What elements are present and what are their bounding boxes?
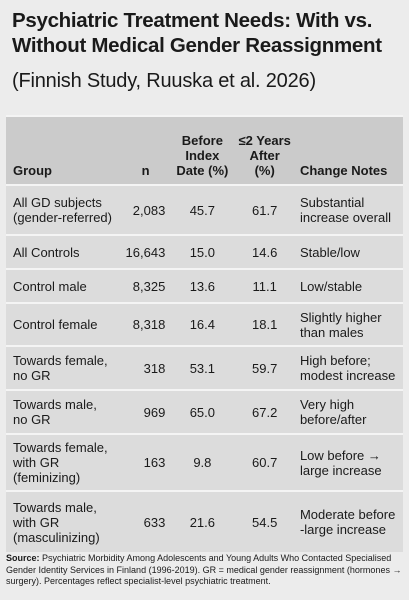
table-cell: 60.7 (233, 433, 296, 491)
table-cell: Low before → large increase (295, 433, 403, 491)
table-row: Towards male, no GR 969 65.0 67.2 Very high … (6, 389, 403, 434)
column-header: Before Index Date (%) (171, 115, 234, 185)
table-cell: Control female (6, 302, 120, 346)
subtitle: (Finnish Study, Ruuska et al. 2026) (12, 70, 316, 92)
data-table: Group n Before Index Date (%) ≤2 Years Afte… (6, 115, 403, 552)
table-row: Towards female, no GR 318 53.1 59.7 High bef… (6, 345, 403, 390)
table-cell: 61.7 (233, 184, 296, 235)
table-cell: All GD subjects (gender-referred) (6, 184, 120, 235)
table-cell: Very high before/after (295, 389, 403, 434)
table-row: Towards female, with GR (feminizing) 163 9… (6, 433, 403, 491)
table-cell: 21.6 (171, 490, 234, 552)
table-cell: 163 (119, 433, 172, 491)
table-cell: Towards male, with GR (masculinizing) (6, 490, 120, 552)
title: Psychiatric Treatment Needs: With vs. Wi… (12, 9, 382, 57)
table-cell: 13.6 (171, 268, 234, 303)
table-cell: 633 (119, 490, 172, 552)
table-cell: Control male (6, 268, 120, 303)
table-cell: 54.5 (233, 490, 296, 552)
table-cell: 59.7 (233, 345, 296, 390)
table-cell: 2,083 (119, 184, 172, 235)
table-cell: Stable/low (295, 234, 403, 269)
table-cell: Low/stable (295, 268, 403, 303)
table-cell: 8,318 (119, 302, 172, 346)
table-cell: 16,643 (119, 234, 172, 269)
table-cell: Moderate before -large increase (295, 490, 403, 552)
table-cell: 14.6 (233, 234, 296, 269)
table-cell: Towards female, with GR (feminizing) (6, 433, 120, 491)
table-cell: 16.4 (171, 302, 234, 346)
column-header: Group (6, 115, 120, 185)
table-row: All GD subjects (gender-referred) 2,083 45… (6, 184, 403, 235)
table-cell: 18.1 (233, 302, 296, 346)
table-cell: 9.8 (171, 433, 234, 491)
table-cell: 45.7 (171, 184, 234, 235)
source-label: Source: (6, 553, 40, 563)
table-cell: All Controls (6, 234, 120, 269)
column-header: n (119, 115, 172, 185)
column-header: Change Notes (295, 115, 403, 185)
source: Source: Psychiatric Morbidity Among Adol… (6, 553, 404, 588)
table-cell: Towards female, no GR (6, 345, 120, 390)
table-cell: 65.0 (171, 389, 234, 434)
header-row: Group n Before Index Date (%) ≤2 Years Afte… (6, 115, 403, 185)
table-cell: 15.0 (171, 234, 234, 269)
table-cell: 969 (119, 389, 172, 434)
table-cell: 67.2 (233, 389, 296, 434)
table-cell: 53.1 (171, 345, 234, 390)
table-cell: High before; modest increase (295, 345, 403, 390)
table-cell: 8,325 (119, 268, 172, 303)
table-cell: 318 (119, 345, 172, 390)
table-row: Towards male, with GR (masculinizing) 633… (6, 490, 403, 552)
column-header: ≤2 Years After (%) (233, 115, 296, 185)
table-cell: Slightly higher than males (295, 302, 403, 346)
table-row: All Controls 16,643 15.0 14.6 Stable/low (6, 234, 403, 269)
source-text: Psychiatric Morbidity Among Adolescents … (6, 553, 402, 586)
table-row: Control female 8,318 16.4 18.1 Slightly high… (6, 302, 403, 346)
table-cell: 11.1 (233, 268, 296, 303)
table-cell: Towards male, no GR (6, 389, 120, 434)
table-row: Control male 8,325 13.6 11.1 Low/stable (6, 268, 403, 303)
table-cell: Substantial increase overall (295, 184, 403, 235)
